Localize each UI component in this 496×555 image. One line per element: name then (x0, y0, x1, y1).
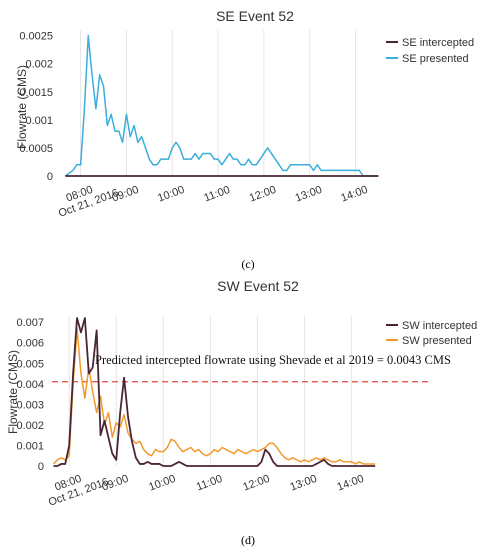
y-tick-label: 0.002 (25, 59, 53, 71)
y-tick-label: 0.002 (16, 420, 44, 432)
y-tick-label: 0.001 (16, 440, 44, 452)
panel-label-d: (d) (241, 533, 255, 547)
y-tick-label: 0.0015 (19, 87, 53, 99)
chart-d-yticks: 0 0.001 0.002 0.003 0.004 0.005 0.006 0.007 (16, 317, 44, 473)
legend-label-se-intercepted: SE intercepted (402, 37, 474, 49)
y-tick-label: 0.006 (16, 338, 44, 350)
y-tick-label: 0 (38, 461, 44, 473)
chart-d-legend: SW intercepted SW presented (386, 320, 477, 347)
chart-d-title: SW Event 52 (217, 278, 299, 294)
legend-label-se-presented: SE presented (402, 53, 469, 65)
y-tick-label: 0.003 (16, 399, 44, 411)
chart-c-lines (64, 34, 379, 177)
y-tick-label: 0.0005 (19, 143, 53, 155)
series-line-sw-presented (52, 327, 376, 465)
chart-c-ylabel: Flowrate (CMS) (15, 65, 29, 149)
chart-d-lines (52, 317, 376, 467)
chart-c-grid (80, 30, 356, 176)
series-line-se-presented (64, 34, 379, 177)
chart-c-legend: SE intercepted SE presented (386, 37, 474, 65)
y-tick-label: 0.001 (25, 115, 53, 127)
panel-label-c: (c) (241, 257, 254, 271)
chart-c-yticks: 0 0.0005 0.001 0.0015 0.002 0.0025 (19, 31, 53, 183)
legend-label-sw-presented: SW presented (402, 335, 472, 347)
chart-d-annotation: Predicted intercepted flowrate using She… (95, 353, 451, 367)
y-tick-label: 0 (47, 171, 53, 183)
chart-c-title: SE Event 52 (216, 8, 294, 24)
legend-label-sw-intercepted: SW intercepted (402, 320, 477, 332)
series-line-sw-intercepted (53, 317, 376, 467)
y-tick-label: 0.0025 (19, 31, 53, 43)
y-tick-label: 0.005 (16, 358, 44, 370)
y-tick-label: 0.007 (16, 317, 44, 329)
y-tick-label: 0.004 (16, 379, 44, 391)
chart-d-ylabel: Flowrate (CMS) (6, 350, 20, 434)
